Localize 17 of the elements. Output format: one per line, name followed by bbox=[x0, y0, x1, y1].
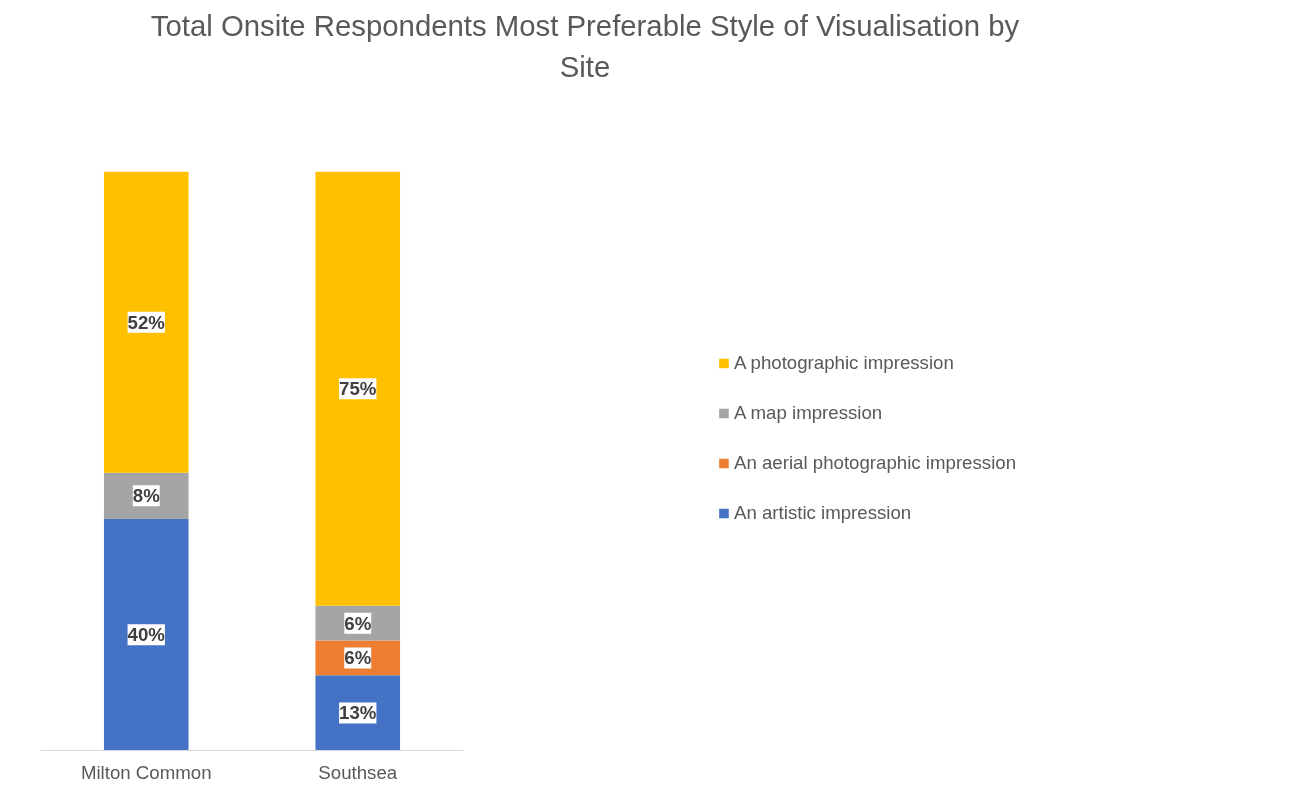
legend-label: A map impression bbox=[733, 401, 883, 424]
bar bbox=[103, 171, 189, 473]
data-label: 6% bbox=[344, 647, 372, 669]
data-label: 8% bbox=[132, 485, 161, 507]
bar bbox=[103, 519, 189, 751]
data-label: 6% bbox=[344, 612, 372, 634]
legend-label: A photographic impression bbox=[733, 351, 954, 374]
data-label: 75% bbox=[339, 378, 377, 400]
data-label: 13% bbox=[339, 702, 377, 724]
legend-label: An aerial photographic impression bbox=[733, 451, 1017, 474]
text: Total Onsite Respondents Most Preferable Style of Visualisation by Site bbox=[150, 8, 1020, 86]
bar bbox=[315, 675, 401, 751]
data-label: 52% bbox=[127, 311, 166, 333]
bar bbox=[315, 171, 401, 606]
legend-label: An artistic impression bbox=[733, 501, 912, 524]
x-tick-label: Milton Common bbox=[80, 761, 212, 783]
x-tick-label: Southsea bbox=[318, 761, 398, 783]
